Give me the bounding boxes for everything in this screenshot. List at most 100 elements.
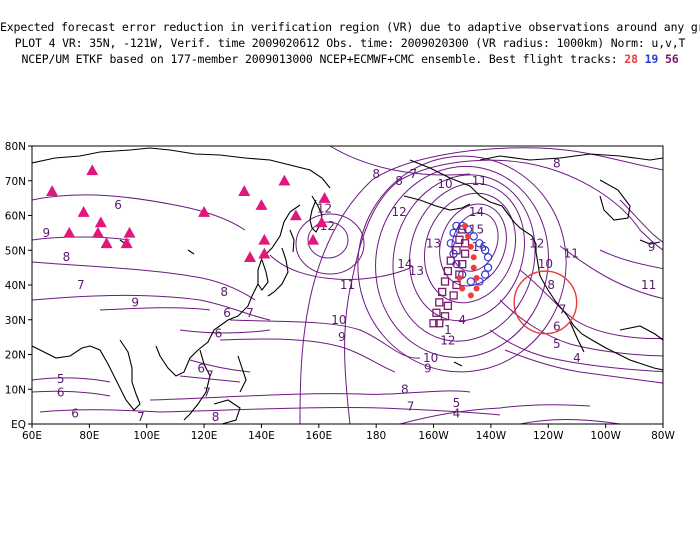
track-28-marker: [456, 275, 463, 282]
contour-7-east: [519, 269, 663, 339]
contour-14: [423, 192, 517, 304]
track-56-marker: [446, 256, 455, 265]
coast-canada-arctic: [479, 153, 663, 161]
track-28-marker: [467, 292, 474, 299]
contour-label: 7: [246, 306, 254, 320]
observation-triangle: [318, 192, 331, 203]
contour-label: 10: [331, 313, 346, 327]
contour-label: 6: [197, 361, 205, 375]
coast-great-lakes: [639, 239, 661, 245]
contour-11: [375, 165, 549, 359]
contour-5-south: [399, 404, 591, 424]
observation-triangle: [46, 185, 59, 196]
verification-region-circle: [513, 270, 578, 335]
coast-japan: [267, 247, 289, 297]
track-28-marker: [473, 275, 480, 282]
contour-label: 8: [372, 167, 380, 181]
contour-label: 10: [423, 351, 438, 365]
observation-triangle: [278, 174, 291, 186]
coast-borneo: [213, 399, 241, 424]
contour-label: 13: [426, 236, 441, 250]
contour-label: 5: [553, 337, 561, 351]
contour-5-india: [32, 377, 111, 383]
contour-label: 8: [63, 250, 71, 264]
observation-triangle: [94, 216, 107, 228]
ensemble-text: NCEP/UM ETKF based on 177-member 2009013…: [21, 52, 618, 66]
track-56-marker: [449, 291, 458, 300]
observation-triangle: [315, 216, 328, 228]
coast-arabia: [32, 345, 91, 359]
longitude-tick-label: 80E: [79, 430, 99, 442]
track-56-marker: [440, 312, 450, 321]
flight-track-19-label: 19: [644, 52, 659, 66]
contour-label: 7: [203, 386, 211, 400]
contour-7-seasia: [189, 359, 251, 373]
coast-hudson: [599, 179, 631, 221]
observation-triangle: [77, 206, 90, 217]
track-19-marker: [446, 239, 455, 248]
contour-label: 5: [453, 396, 461, 410]
contour-6-asia: [32, 194, 246, 231]
contour-12-west-inner: [307, 221, 349, 259]
contour-9: [344, 159, 663, 424]
track-56-marker: [452, 280, 461, 290]
flight-track-56-label: 56: [664, 52, 679, 66]
observation-sites: [46, 164, 331, 262]
observation-triangle: [91, 226, 104, 238]
observation-triangle: [255, 199, 268, 210]
contour-12: [392, 174, 536, 342]
longitude-tick-label: 180: [366, 430, 386, 442]
contour-label: 1: [444, 323, 452, 337]
contour-label: 6: [57, 386, 65, 400]
coast-hawaii: [453, 361, 463, 367]
contour-6-asia-south: [179, 329, 271, 334]
track-56-marker: [443, 266, 453, 276]
contour-label: 13: [409, 264, 424, 278]
figure-subtitle: PLOT 4 VR: 35N, -121W, Verif. time 20090…: [14, 36, 686, 50]
coast-okhotsk-china: [155, 204, 301, 377]
track-56-marker: [435, 298, 444, 307]
track-19-marker: [475, 239, 484, 248]
contour-label: 7: [137, 410, 145, 424]
track-19-marker: [480, 246, 490, 255]
contour-6-east: [499, 299, 663, 357]
contour-label: 11: [472, 174, 487, 188]
observation-triangle: [258, 247, 271, 259]
contour-label: 12: [529, 236, 544, 250]
track-56-marker: [460, 249, 470, 258]
track-56-marker: [458, 259, 467, 269]
contour-label: 6: [114, 198, 122, 212]
coast-korea: [257, 259, 269, 291]
contour-label: 9: [424, 361, 432, 375]
contour-11-east: [599, 249, 663, 270]
flight-track-56: [429, 225, 470, 328]
coast-alaska: [409, 159, 537, 252]
contour-label: 12: [317, 202, 332, 216]
track-19-marker: [483, 263, 493, 272]
latitude-tick-label: 30N: [5, 315, 26, 327]
latitude-tick-label: EQ: [11, 419, 26, 431]
contour-5-east: [489, 329, 663, 373]
contour-6-india: [32, 390, 111, 397]
contour-7-south: [159, 406, 501, 416]
coast-sakhalin: [289, 229, 295, 253]
contour-4-east: [504, 349, 663, 384]
longitude-tick-label: 120E: [191, 430, 218, 442]
track-56-marker: [429, 319, 438, 328]
contour-6-seasia: [179, 375, 241, 383]
observation-triangle: [289, 209, 302, 221]
contour-label: 6: [71, 407, 79, 421]
contour-label: 11: [340, 278, 355, 292]
contour-label: 7: [410, 167, 418, 181]
latitude-axis: EQ 10N 20N 30N 40N 50N 60N 70N 80N: [5, 141, 32, 431]
track-28-marker: [470, 264, 477, 271]
observation-triangle: [100, 237, 113, 249]
longitude-tick-label: 100W: [590, 430, 621, 442]
contour-label: 10: [437, 177, 452, 191]
contour-label: 9: [131, 295, 139, 309]
longitude-tick-label: 160W: [418, 430, 449, 442]
figure-ensemble-line: NCEP/UM ETKF based on 177-member 2009013…: [0, 52, 700, 66]
coast-kamchatka: [309, 195, 323, 233]
